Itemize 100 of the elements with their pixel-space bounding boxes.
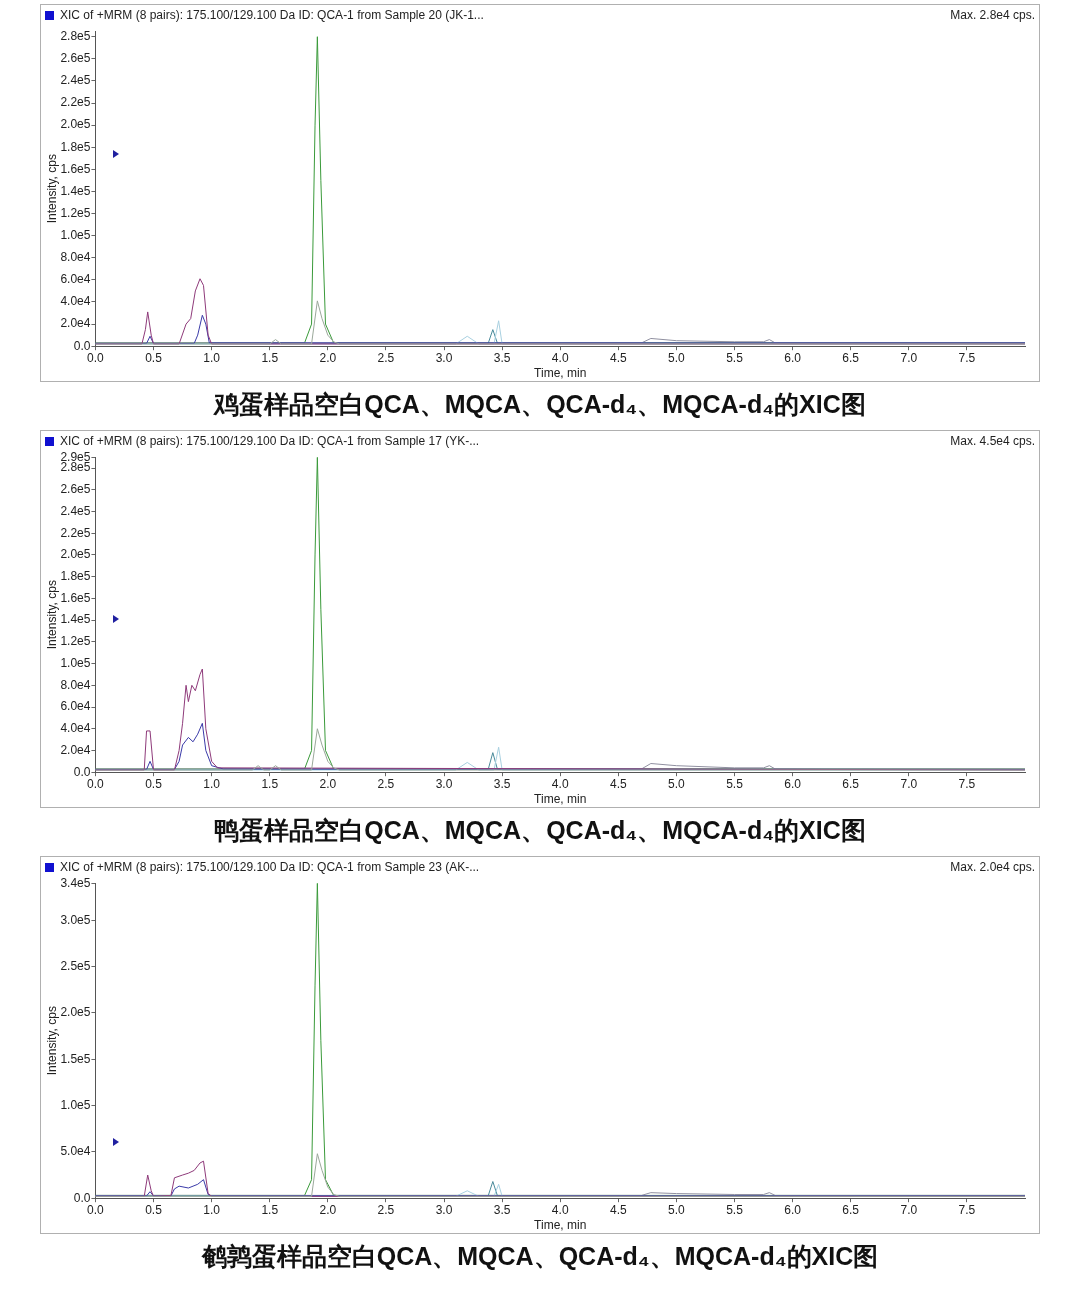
x-tick-label: 6.0 [784,776,802,791]
y-axis-title: Intensity, cps [44,154,59,224]
x-tick-label: 4.5 [609,776,627,791]
y-tick-label: 8.0e4 [60,250,91,265]
y-tick-label: 4.0e4 [60,721,91,736]
y-tick-label: 1.2e5 [60,634,91,649]
y-tick-label: 1.6e5 [60,590,91,605]
x-tick-label: 5.0 [668,776,686,791]
x-axis-title: Time, min [534,366,587,381]
y-tick-label: 2.2e5 [60,95,91,110]
x-tick-label: 5.5 [726,1202,744,1217]
chart-subtitle: Max. 2.8e4 cps. [950,8,1035,22]
x-tick-label: 5.0 [668,350,686,365]
x-tick-label: 2.5 [377,350,395,365]
y-tick-label: 1.2e5 [60,205,91,220]
x-tick-label: 7.5 [958,1202,976,1217]
x-tick-label: 5.0 [668,1202,686,1217]
y-tick-label: 1.0e5 [60,227,91,242]
x-tick-label: 1.0 [203,1202,221,1217]
y-tick-label: 0.0 [73,338,91,353]
x-tick-label: 6.5 [842,776,860,791]
x-tick-label: 7.5 [958,350,976,365]
x-tick-label: 1.5 [261,776,279,791]
x-tick-label: 0.5 [145,1202,163,1217]
x-tick-label: 7.5 [958,776,976,791]
y-tick-label: 2.2e5 [60,525,91,540]
y-tick-label: 6.0e4 [60,699,91,714]
y-tick-label: 1.0e5 [60,655,91,670]
x-tick-label: 0.5 [145,350,163,365]
x-tick-label: 2.0 [319,350,337,365]
y-tick-label: 0.0 [73,764,91,779]
y-tick-label: 0.0 [73,1190,91,1205]
x-tick-label: 5.5 [726,776,744,791]
x-tick-label: 1.5 [261,350,279,365]
y-tick-label: 5.0e4 [60,1144,91,1159]
x-tick-label: 2.0 [319,1202,337,1217]
y-tick-label: 2.0e4 [60,742,91,757]
x-tick-label: 7.0 [900,350,918,365]
y-tick-label: 1.6e5 [60,161,91,176]
x-tick-label: 4.0 [551,1202,569,1217]
text: 鸭蛋样品空白QCA、MQCA、QCA-d₄、MQCA-d₄的XIC图 [213,815,867,846]
chart-title: XIC of +MRM (8 pairs): 175.100/129.100 Da ID: QCA-1 from Sample 23 (AK-... [60,860,480,874]
x-tick-label: 4.0 [551,350,569,365]
y-tick-label: 2.5e5 [60,958,91,973]
y-axis-title: Intensity, cps [44,580,59,650]
y-tick-label: 8.0e4 [60,677,91,692]
y-tick-label: 1.4e5 [60,183,91,198]
y-tick-label: 1.8e5 [60,569,91,583]
y-tick-label: 2.0e4 [60,316,91,331]
y-tick-label: 1.4e5 [60,612,91,627]
y-tick-label: 2.0e5 [60,547,91,562]
x-tick-label: 6.5 [842,350,860,365]
text: 鸡蛋样品空白QCA、MQCA、QCA-d₄、MQCA-d₄的XIC图 [212,389,867,420]
y-tick-label: 2.0e5 [60,1005,91,1020]
y-tick-label: 1.8e5 [60,139,91,154]
x-tick-label: 0.5 [145,776,163,791]
x-tick-label: 4.5 [609,1202,627,1217]
x-tick-label: 0.0 [87,1202,105,1217]
x-axis-title: Time, min [534,1218,587,1233]
y-tick-label: 2.6e5 [60,51,91,66]
y-tick-label: 1.0e5 [60,1097,91,1112]
x-tick-label: 0.0 [87,350,105,365]
x-tick-label: 1.5 [261,1202,279,1217]
y-tick-label: 2.8e5 [60,29,91,44]
y-tick-label: 1.5e5 [60,1051,91,1066]
x-tick-label: 2.5 [377,1202,395,1217]
y-tick-label: 2.6e5 [60,482,91,497]
y-axis-title: Intensity, cps [44,1006,59,1076]
chart-title: XIC of +MRM (8 pairs): 175.100/129.100 Da ID: QCA-1 from Sample 20 (JK-1... [60,8,484,22]
text: 鹌鹑蛋样品空白QCA、MQCA、QCA-d₄、MQCA-d₄的XIC图 [200,1241,880,1272]
x-tick-label: 3.0 [435,776,453,791]
chart-title: XIC of +MRM (8 pairs): 175.100/129.100 Da ID: QCA-1 from Sample 17 (YK-... [60,434,480,448]
y-tick-label: 3.4e5 [60,875,91,890]
x-tick-label: 5.5 [726,350,744,365]
x-tick-label: 3.5 [493,1202,511,1217]
y-tick-label: 2.4e5 [60,73,91,88]
y-tick-label: 3.0e5 [60,912,91,927]
y-tick-label: 2.4e5 [60,503,91,518]
x-axis-title: Time, min [534,792,587,807]
x-tick-label: 6.0 [784,1202,802,1217]
x-tick-label: 1.0 [203,776,221,791]
x-tick-label: 6.0 [784,350,802,365]
x-tick-label: 0.0 [87,776,105,791]
x-tick-label: 4.5 [609,350,627,365]
x-tick-label: 4.0 [551,776,569,791]
x-tick-label: 2.0 [319,776,337,791]
x-tick-label: 7.0 [900,776,918,791]
x-tick-label: 7.0 [900,1202,918,1217]
x-tick-label: 3.0 [435,1202,453,1217]
y-tick-label: 6.0e4 [60,272,91,287]
x-tick-label: 1.0 [203,350,221,365]
x-tick-label: 2.5 [377,776,395,791]
x-tick-label: 6.5 [842,1202,860,1217]
y-tick-label: 2.8e5 [60,460,91,475]
y-tick-label: 2.0e5 [60,117,91,132]
x-tick-label: 3.5 [493,350,511,365]
x-tick-label: 3.0 [435,350,453,365]
x-tick-label: 3.5 [493,776,511,791]
chart-subtitle: Max. 2.0e4 cps. [950,860,1035,874]
y-tick-label: 4.0e4 [60,294,91,309]
